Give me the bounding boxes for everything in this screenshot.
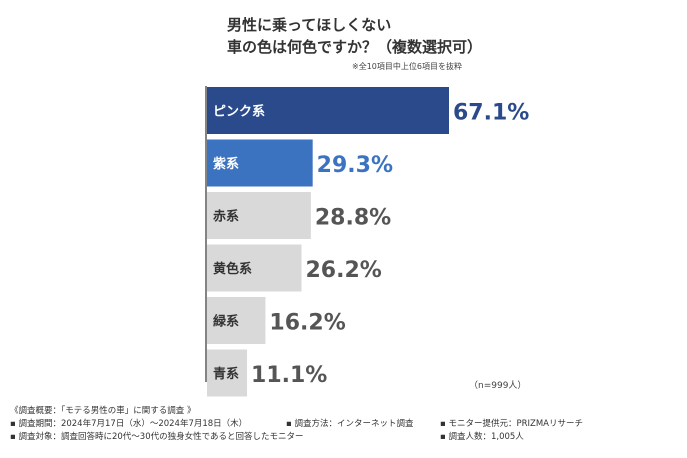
category-label-3: 赤系 <box>213 209 239 225</box>
survey-method: ▪ 調査方法：インターネット調査 <box>286 419 414 429</box>
category-label-2: 紫系 <box>213 156 239 172</box>
bar-1 <box>207 87 449 134</box>
chart-note: ※全10項目中上位6項目を抜粋 <box>352 62 462 71</box>
value-label-5: 16.2% <box>269 311 345 336</box>
chart-title: 男性に乗ってほしくない 車の色は何色ですか？（複数選択可） <box>227 14 482 58</box>
value-label-6: 11.1% <box>251 363 327 388</box>
survey-period: ▪ 調査期間：2024年7月17日（水）〜2024年7月18日（木） <box>10 419 248 429</box>
bar-2 <box>207 139 313 187</box>
chart-title-line2: 車の色は何色ですか？（複数選択可） <box>227 38 483 56</box>
value-label-3: 28.8% <box>315 206 391 231</box>
value-label-4: 26.2% <box>305 258 381 283</box>
chart-title-line1: 男性に乗ってほしくない <box>227 16 392 34</box>
survey-provider: ▪ モニター提供元：PRIZMAリサーチ <box>440 419 583 429</box>
category-label-4: 黄色系 <box>213 261 252 277</box>
survey-respondents: ▪ 調査人数：1,005人 <box>440 432 524 442</box>
bar-5 <box>207 297 266 344</box>
bar-4 <box>207 244 302 292</box>
bars-layer: ピンク系 67.1% 紫系 29.3% 赤系 28.8% 黄色系 26.2% 緑系 16.2% 青系… <box>207 87 529 397</box>
value-label-2: 29.3% <box>317 153 393 178</box>
survey-target: ▪ 調査対象：調査回答時に20代〜30代の独身女性であると回答したモニター <box>10 432 304 442</box>
bar-3 <box>207 192 311 239</box>
sample-size: （n=999人） <box>469 381 527 391</box>
value-label-1: 67.1% <box>453 101 529 126</box>
category-label-6: 青系 <box>213 366 239 382</box>
category-label-5: 緑系 <box>213 314 239 330</box>
survey-heading: 《調査概要：「モテる男性の車」に関する調査 》 <box>10 406 196 416</box>
bar-6 <box>207 349 248 397</box>
category-label-1: ピンク系 <box>213 104 265 120</box>
